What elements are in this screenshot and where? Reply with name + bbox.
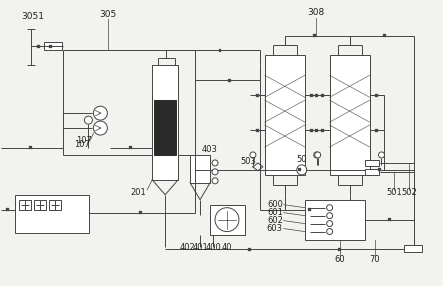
Bar xyxy=(256,129,260,132)
Text: 107: 107 xyxy=(74,140,90,150)
Bar xyxy=(49,45,52,48)
Bar xyxy=(29,146,32,150)
Circle shape xyxy=(326,221,333,227)
Text: 400: 400 xyxy=(205,243,221,252)
Bar xyxy=(383,34,386,37)
Bar xyxy=(190,155,210,183)
Text: 3051: 3051 xyxy=(21,12,44,21)
Bar xyxy=(375,94,378,97)
Bar xyxy=(229,79,232,82)
Circle shape xyxy=(326,205,333,211)
Bar xyxy=(249,248,252,251)
Text: 603: 603 xyxy=(267,224,283,233)
Bar xyxy=(378,168,381,171)
Text: 501: 501 xyxy=(387,188,402,197)
Circle shape xyxy=(212,160,218,166)
Bar xyxy=(139,211,142,214)
Bar xyxy=(37,45,40,48)
Bar xyxy=(308,208,311,211)
Text: 403: 403 xyxy=(202,146,218,154)
Bar xyxy=(365,160,378,166)
Circle shape xyxy=(326,213,333,219)
Text: 201: 201 xyxy=(130,188,146,197)
Bar xyxy=(265,55,305,175)
Bar xyxy=(315,94,318,97)
Text: 70: 70 xyxy=(369,255,380,264)
Bar xyxy=(305,200,365,240)
Bar xyxy=(388,218,391,221)
Bar xyxy=(43,43,62,50)
Text: 502: 502 xyxy=(401,188,417,197)
Text: 308: 308 xyxy=(307,8,324,17)
Text: 50: 50 xyxy=(296,155,307,164)
Bar xyxy=(129,146,132,150)
Bar xyxy=(6,208,9,211)
Text: 600: 600 xyxy=(267,200,283,209)
Bar xyxy=(375,129,378,132)
Text: 402: 402 xyxy=(179,243,195,252)
Bar xyxy=(19,200,31,210)
Bar xyxy=(365,169,378,175)
Text: 602: 602 xyxy=(267,216,283,225)
Bar xyxy=(321,94,324,97)
Circle shape xyxy=(93,121,107,135)
Text: 305: 305 xyxy=(100,10,117,19)
Bar xyxy=(404,245,422,253)
Circle shape xyxy=(93,106,107,120)
Bar xyxy=(321,129,324,132)
Text: 601: 601 xyxy=(267,208,283,217)
Circle shape xyxy=(314,152,320,158)
Text: 60: 60 xyxy=(334,255,345,264)
Bar xyxy=(218,49,222,52)
Circle shape xyxy=(85,116,93,124)
Bar xyxy=(210,205,245,235)
Circle shape xyxy=(297,165,307,175)
Text: 503: 503 xyxy=(240,157,256,166)
Text: 40: 40 xyxy=(222,243,232,252)
Bar xyxy=(49,200,61,210)
Circle shape xyxy=(326,229,333,235)
Circle shape xyxy=(378,152,385,158)
Circle shape xyxy=(212,178,218,184)
Bar xyxy=(330,55,369,175)
Bar xyxy=(15,195,89,233)
Bar xyxy=(154,66,176,99)
Circle shape xyxy=(212,169,218,175)
Bar xyxy=(34,200,46,210)
Bar xyxy=(313,34,316,37)
Bar xyxy=(310,94,313,97)
Bar xyxy=(310,129,313,132)
Text: 107: 107 xyxy=(77,136,93,144)
Bar xyxy=(298,168,301,171)
Circle shape xyxy=(250,152,256,158)
Bar xyxy=(256,94,260,97)
Bar xyxy=(154,100,176,155)
Bar xyxy=(338,248,341,251)
Text: 401: 401 xyxy=(192,243,208,252)
Bar xyxy=(152,65,178,180)
Circle shape xyxy=(215,208,239,232)
Circle shape xyxy=(315,152,321,158)
Bar xyxy=(315,129,318,132)
